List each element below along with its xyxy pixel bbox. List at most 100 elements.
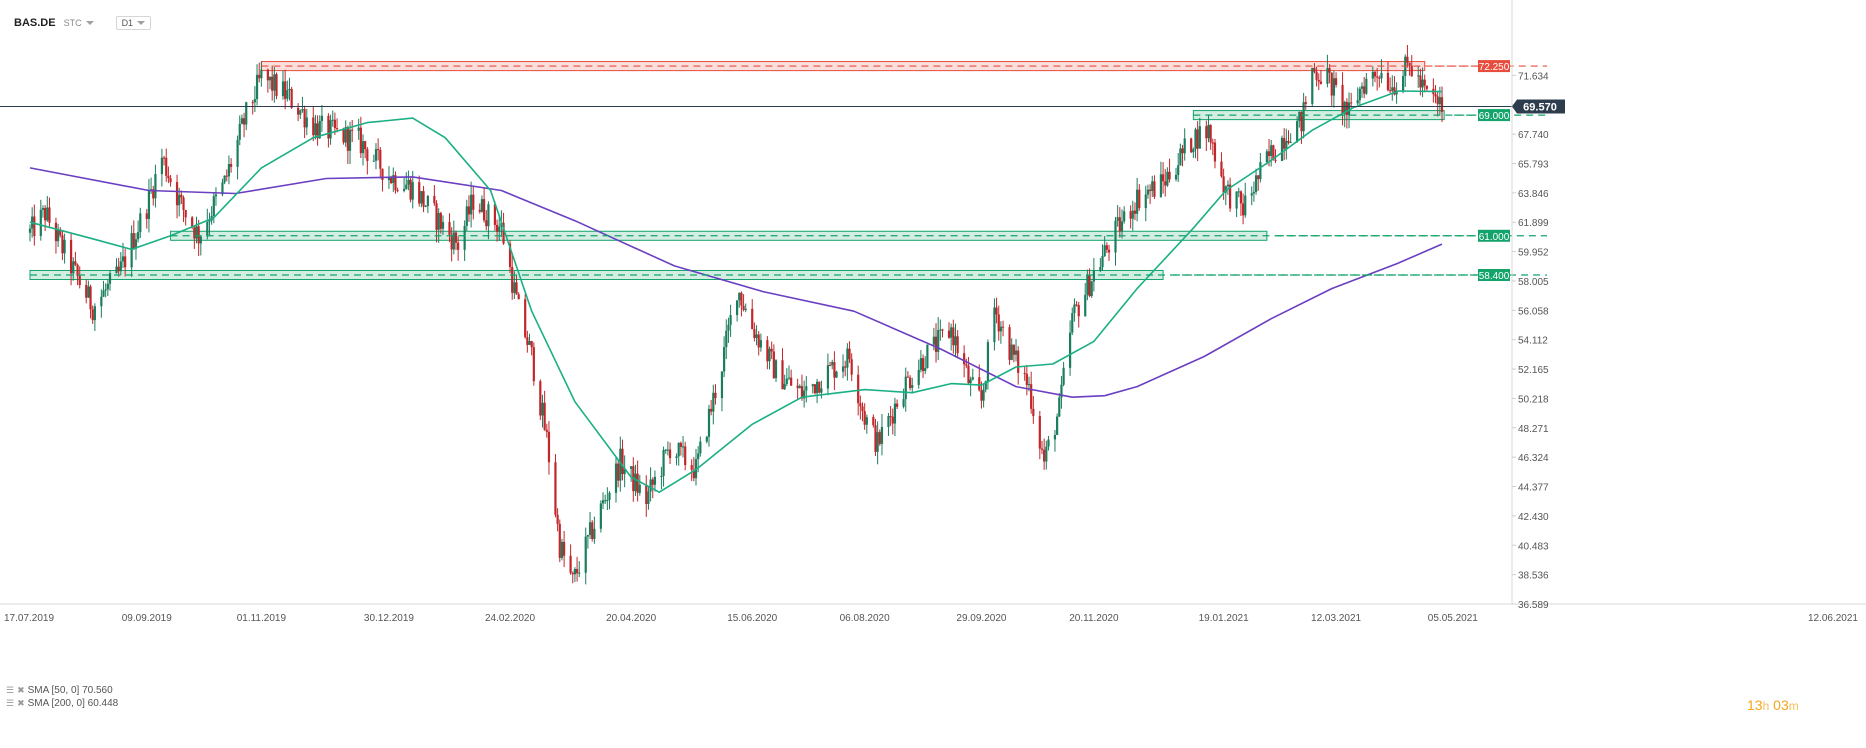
candle-body (1088, 275, 1091, 297)
candle-body (1123, 211, 1126, 222)
candle (348, 121, 352, 165)
candle-body (1131, 210, 1134, 219)
candle-body (182, 197, 185, 210)
candle (803, 380, 806, 408)
candle-body (619, 448, 622, 481)
candle (1123, 206, 1126, 224)
candle-body (346, 127, 349, 151)
candle (1304, 96, 1307, 110)
candle (513, 271, 516, 300)
candle (908, 375, 912, 391)
candle-body (1272, 145, 1275, 160)
candle (772, 344, 775, 379)
candle-body (707, 408, 711, 437)
candle-body (1045, 446, 1048, 462)
y-tick-label: 67.740 (1518, 130, 1549, 141)
candle-body (601, 500, 605, 504)
legend-sma-50[interactable]: ☰ ✖ SMA [50, 0] 70.560 (6, 684, 118, 697)
candle (563, 530, 566, 568)
candle-body (785, 378, 788, 384)
legend-sma-200[interactable]: ☰ ✖ SMA [200, 0] 60.448 (6, 697, 118, 710)
candle (645, 475, 648, 517)
candle (1226, 180, 1230, 195)
candle-body (502, 222, 505, 244)
candle-body (1302, 102, 1305, 132)
candle-body (396, 190, 399, 192)
candle-body (63, 239, 66, 254)
candle (236, 135, 239, 180)
candle-body (593, 528, 596, 539)
candle (740, 291, 743, 317)
candle-body (1179, 148, 1182, 166)
candle-body (787, 377, 791, 379)
y-tick-label: 44.377 (1518, 483, 1549, 494)
candle (993, 298, 996, 351)
candle-body (485, 220, 488, 227)
candle (1241, 193, 1245, 225)
candle (770, 341, 773, 360)
candle-body (374, 149, 378, 161)
candle (1328, 64, 1331, 84)
candle (1040, 440, 1044, 455)
candle-body (402, 188, 406, 191)
candle-body (1226, 184, 1230, 187)
candle (169, 174, 172, 187)
candle-body (705, 436, 708, 442)
y-tick-label: 48.271 (1518, 424, 1549, 435)
candle-body (72, 261, 75, 274)
candle (926, 344, 929, 369)
candle-body (796, 385, 799, 389)
candle (441, 215, 445, 235)
candle-body (1250, 193, 1253, 196)
candle-body (783, 383, 786, 390)
candle-body (1164, 181, 1167, 186)
candle (61, 230, 64, 261)
candle-body (1136, 189, 1139, 214)
candle-body (132, 233, 135, 249)
candle (160, 148, 164, 187)
close-icon[interactable]: ✖ (17, 685, 25, 695)
candle-body (206, 222, 209, 237)
candle-body (1198, 126, 1201, 149)
candle (165, 148, 168, 182)
candle-body (744, 308, 747, 310)
candle-body (1289, 142, 1292, 144)
candle (517, 292, 520, 300)
candle-body (813, 384, 817, 394)
candle (1330, 72, 1333, 106)
candle (815, 378, 819, 404)
candle-body (89, 286, 92, 310)
candle-body (753, 329, 756, 338)
candle-body (1068, 332, 1072, 368)
candle (422, 185, 425, 213)
candle (305, 108, 308, 136)
candle-body (1285, 140, 1288, 149)
candle (675, 453, 678, 466)
candle (554, 454, 557, 518)
timeframe-dropdown[interactable]: D1 (115, 16, 152, 30)
candle (630, 466, 633, 482)
candle-body (437, 213, 440, 230)
candle-body (1254, 175, 1258, 192)
settings-icon[interactable]: ☰ (6, 698, 15, 708)
candle (437, 208, 440, 243)
candle-body (1252, 191, 1255, 194)
candle (251, 99, 254, 115)
candle-body (1014, 350, 1018, 355)
candle-body (275, 74, 278, 97)
candle-body (1389, 90, 1392, 92)
sma-50-line (29, 90, 1443, 493)
candle (621, 439, 624, 481)
candle-body (227, 164, 231, 177)
chart-style-dropdown[interactable]: STC (64, 18, 94, 28)
close-icon[interactable]: ✖ (17, 698, 25, 708)
candle (175, 174, 179, 219)
candle-body (919, 358, 922, 370)
y-tick-label: 58.005 (1518, 277, 1549, 288)
candle-body (941, 329, 944, 331)
candle (316, 115, 319, 146)
settings-icon[interactable]: ☰ (6, 685, 15, 695)
candle (1136, 177, 1139, 222)
candle (1274, 149, 1277, 163)
